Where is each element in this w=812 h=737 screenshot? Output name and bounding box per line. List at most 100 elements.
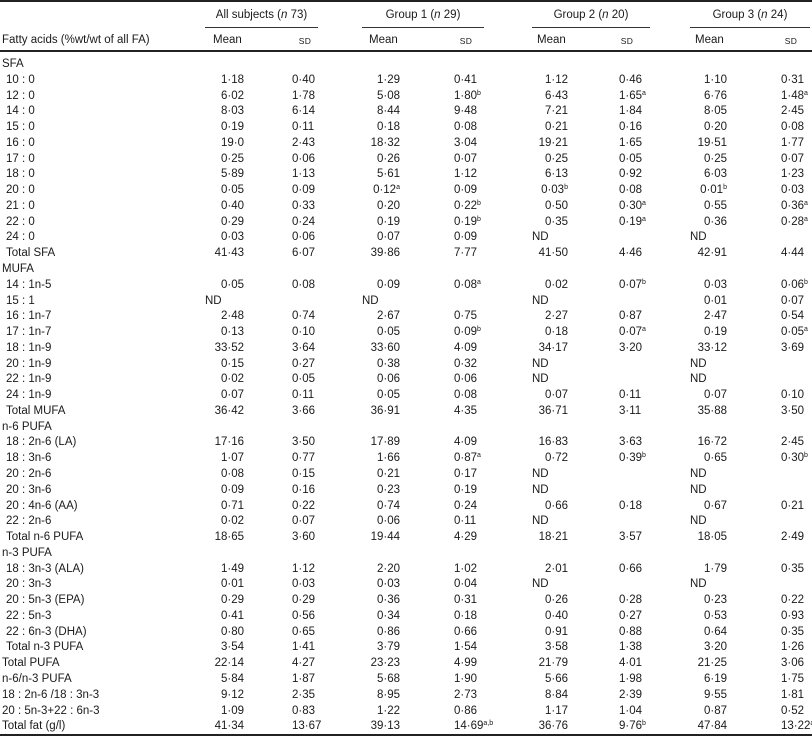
table-row: Total MUFA 36·42 3·66 36·91 4·35 36·71 3·11 35·… (0, 404, 812, 420)
cell-value: 3·79 (376, 641, 400, 654)
cell-value: 3·54 (220, 641, 244, 654)
sd-value: 0·11 (619, 388, 641, 404)
sd-value: 1·04 (619, 704, 642, 720)
table-row: 18 : 2n-6 (LA) 17·16 3·50 17·89 4·09 16·83 3·6… (0, 435, 812, 451)
cell-value: 18·65 (214, 531, 244, 544)
cell-value: 0·18 (619, 499, 643, 512)
significance-marker: b (477, 89, 481, 97)
significance-marker: b (477, 199, 481, 207)
mean-value: 0·80 (221, 625, 244, 641)
cell-value: 14·69 (454, 720, 484, 733)
cell-value: 0·91 (544, 625, 568, 638)
row-label: 15 : 0 (6, 121, 35, 134)
table-row: 24 : 1n-9 0·07 0·11 0·05 0·08 0·07 0·11 0·07 0·1… (0, 388, 812, 404)
cell-value: 0·93 (781, 609, 805, 622)
cell-value: 0·75 (454, 310, 478, 323)
sd-value: 13·22a (781, 719, 812, 735)
significance-marker: b (723, 184, 727, 192)
cell-value: 18·32 (370, 136, 400, 149)
significance-marker: a (804, 89, 808, 97)
sd-value: 0·40 (292, 73, 315, 89)
cell-value: 0·21 (376, 468, 400, 481)
cell-value: 2·20 (376, 562, 400, 575)
sd-value: 1·84 (619, 104, 642, 120)
row-label: 20 : 3n-6 (6, 483, 52, 496)
mean-value: 0·02 (545, 278, 568, 294)
sd-value: 0·39b (619, 451, 646, 467)
sd-value: 0·27 (292, 357, 315, 373)
cell-value: 0·02 (220, 515, 244, 528)
cell-value: 0·31 (454, 594, 478, 607)
mean-value: 0·18 (545, 325, 568, 341)
cell-value: ND (690, 578, 707, 591)
cell-value: 8·95 (376, 688, 400, 701)
mean-value: 0·67 (704, 499, 727, 515)
sd-value: 0·32 (454, 357, 477, 373)
mean-value: 6·02 (221, 89, 244, 105)
sd-value: 0·87 (619, 309, 642, 325)
cell-value: 0·22 (454, 199, 478, 212)
mean-value: 36·42 (215, 404, 244, 420)
sd-value: 1·02 (454, 562, 477, 578)
mean-value: 41·50 (539, 246, 568, 262)
cell-value: 0·55 (703, 199, 727, 212)
mean-value: 0·19 (377, 215, 400, 231)
sd-value: 0·09 (292, 183, 315, 199)
sd-value: 1·81 (781, 688, 804, 704)
cell-value: 0·35 (544, 215, 568, 228)
mean-value: ND (532, 372, 549, 388)
cell-value: 36·76 (538, 720, 568, 733)
cell-value: 17·89 (370, 436, 400, 449)
sd-value: 0·04 (454, 577, 477, 593)
mean-value: 0·25 (221, 152, 244, 168)
table-row: Total n-6 PUFA 18·65 3·60 19·44 4·29 18·21 3·5… (0, 530, 812, 546)
cell-value: ND (532, 578, 549, 591)
cell-value: 0·83 (292, 704, 316, 717)
mean-value: 1·66 (377, 451, 400, 467)
cell-value: 0·07 (454, 152, 478, 165)
table-row: 18 : 2n-6 /18 : 3n-3 9·12 2·35 8·95 2·73 8·84… (0, 688, 812, 704)
cell-value: 3·58 (544, 641, 568, 654)
cell-value: 1·02 (454, 562, 478, 575)
sd-value: 0·07 (454, 152, 477, 168)
cell-value: 0·07 (292, 515, 316, 528)
sd-value: 0·11 (292, 388, 314, 404)
cell-value: 0·21 (544, 121, 568, 134)
sd-value: 0·11 (454, 514, 476, 530)
row-label: 18 : 3n-3 (ALA) (6, 562, 84, 575)
sd-value: 0·86 (454, 704, 477, 720)
table-row: 17 : 1n-7 0·13 0·10 0·05 0·09b 0·18 0·07a 0·19 0… (0, 325, 812, 341)
mean-value: 0·03 (221, 230, 244, 246)
cell-value: 6·03 (703, 168, 727, 181)
cell-value: 0·66 (619, 562, 643, 575)
sd-value: 0·22b (454, 199, 481, 215)
significance-marker: b (804, 452, 808, 460)
cell-value: 1·38 (619, 641, 643, 654)
mean-value: 3·20 (704, 640, 727, 656)
mean-value: 0·65 (704, 451, 727, 467)
sd-value: 2·73 (454, 688, 477, 704)
mean-value: ND (532, 483, 549, 499)
cell-value: 2·39 (619, 688, 643, 701)
section-header-row: MUFA (0, 262, 812, 278)
cell-value: 1·04 (619, 704, 643, 717)
cell-value: 3·57 (619, 531, 643, 544)
sd-value: 0·88 (619, 625, 642, 641)
significance-marker: b (804, 278, 808, 286)
mean-value: ND (532, 577, 549, 593)
mean-value: 0·23 (377, 483, 400, 499)
sd-value: 0·09b (454, 325, 481, 341)
cell-value: 1·18 (220, 73, 244, 86)
mean-value: 0·01b (700, 183, 727, 199)
significance-marker: a (642, 89, 646, 97)
mean-value: 41·34 (215, 719, 244, 735)
cell-value: 0·29 (220, 594, 244, 607)
cell-value: 0·08 (292, 278, 316, 291)
sd-value: 0·07a (619, 325, 646, 341)
mean-value: 16·83 (539, 435, 568, 451)
cell-value: 36·42 (214, 404, 244, 417)
mean-value: 0·07 (221, 388, 244, 404)
sd-value: 13·67 (292, 719, 321, 735)
sd-value: 0·35 (781, 625, 804, 641)
mean-value: 0·23 (704, 593, 727, 609)
